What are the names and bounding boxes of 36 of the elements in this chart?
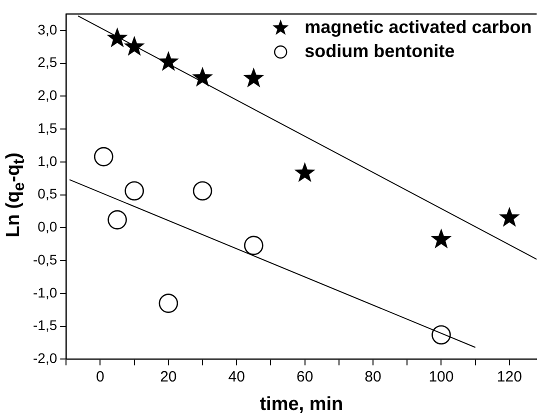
y-tick-label: 0,0 [38,218,58,235]
y-tick-label: 2,0 [38,87,58,104]
y-tick-label: -2,0 [33,350,58,366]
legend-label: sodium bentonite [304,40,455,61]
y-tick-label: 1,0 [38,152,58,169]
point [294,162,316,182]
x-tick-label: 40 [228,368,245,386]
y-tick-label: -0,5 [33,251,58,268]
x-tick-label: 120 [496,368,522,386]
point [106,27,128,48]
point [124,36,145,56]
point [158,51,179,71]
point [243,67,264,88]
x-tick-label: 0 [96,368,104,386]
y-tick-label: 3,0 [38,21,58,38]
point [192,66,213,87]
x-tick-label: 20 [160,368,177,386]
y-tick-label: 0,5 [38,186,58,202]
point [124,181,144,201]
point [430,228,452,248]
point [244,236,264,256]
point [158,294,178,313]
point [94,147,114,166]
point [498,206,520,227]
point [432,325,451,345]
x-tick-label: 60 [296,368,314,386]
y-tick-label: -1,0 [33,284,58,300]
legend-label: magnetic activated carbon [304,16,532,37]
point [192,181,212,201]
x-axis-title: time, min [260,394,344,415]
x-tick-label: 80 [364,368,382,386]
y-tick-label: 1,5 [38,120,58,136]
y-tick-label: -1,5 [33,317,58,334]
point [108,210,127,230]
y-tick-label: 2,5 [38,54,58,70]
x-tick-label: 100 [428,368,454,386]
